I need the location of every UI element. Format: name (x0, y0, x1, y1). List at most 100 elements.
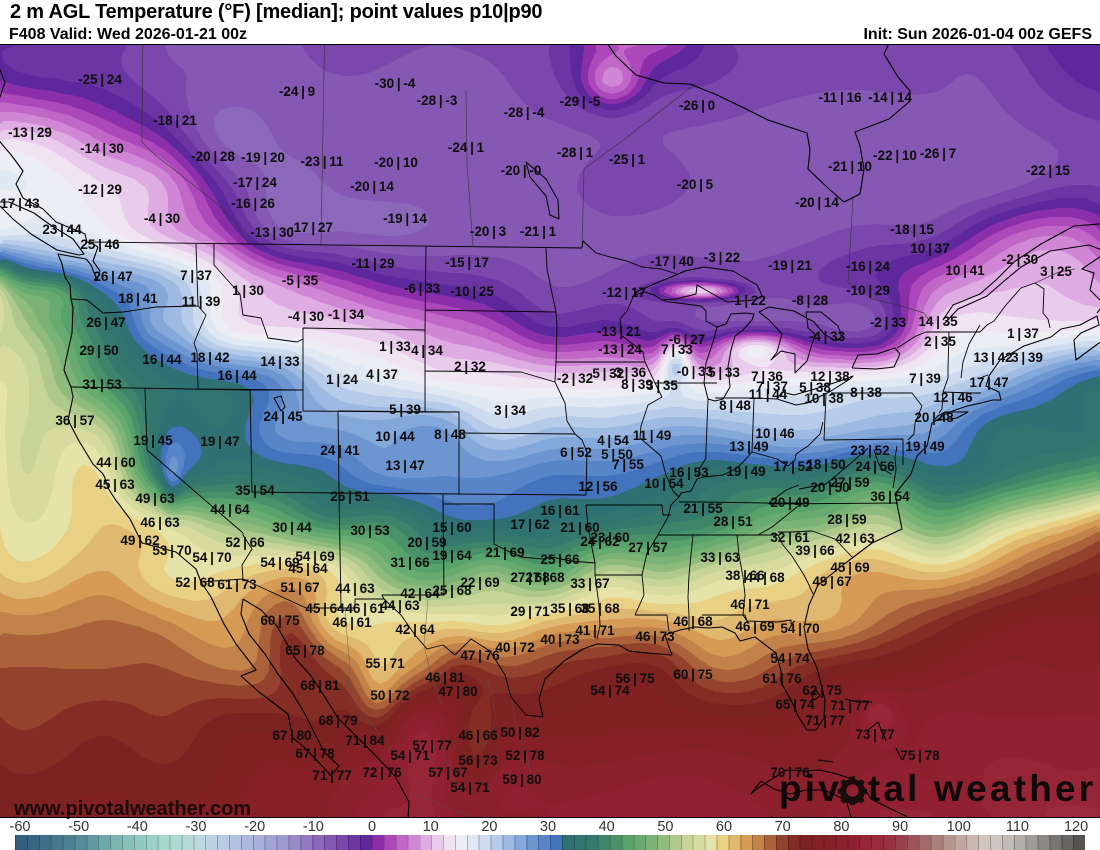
svg-text:40 | 72: 40 | 72 (495, 640, 534, 655)
svg-text:46 | 61: 46 | 61 (345, 601, 385, 616)
svg-text:60 | 75: 60 | 75 (673, 667, 713, 682)
svg-text:4 | 54: 4 | 54 (597, 433, 629, 448)
svg-text:27 | 57: 27 | 57 (628, 540, 667, 555)
svg-text:20 | 48: 20 | 48 (914, 410, 954, 425)
svg-text:65 | 74: 65 | 74 (775, 697, 815, 712)
svg-text:28 | 51: 28 | 51 (713, 514, 753, 529)
svg-text:67 | 80: 67 | 80 (272, 728, 311, 743)
svg-text:16 | 61: 16 | 61 (540, 503, 580, 518)
svg-text:41 | 71: 41 | 71 (575, 623, 615, 638)
svg-text:18 | 50: 18 | 50 (806, 457, 845, 472)
svg-text:26 | 51: 26 | 51 (330, 489, 370, 504)
svg-text:42 | 64: 42 | 64 (395, 622, 435, 637)
svg-text:-12 | 17: -12 | 17 (602, 285, 646, 300)
svg-text:68 | 81: 68 | 81 (300, 678, 340, 693)
svg-text:53 | 70: 53 | 70 (152, 543, 191, 558)
svg-text:-13 | 29: -13 | 29 (8, 125, 52, 140)
svg-text:8 | 48: 8 | 48 (719, 398, 751, 413)
svg-text:35 | 68: 35 | 68 (550, 601, 590, 616)
svg-text:17 | 52: 17 | 52 (773, 459, 812, 474)
svg-text:-28 | 1: -28 | 1 (557, 145, 594, 160)
svg-text:13 | 42: 13 | 42 (973, 350, 1012, 365)
svg-text:17 | 47: 17 | 47 (969, 375, 1008, 390)
svg-text:24 | 56: 24 | 56 (855, 459, 895, 474)
svg-text:-23 | 11: -23 | 11 (301, 154, 344, 169)
svg-text:-20 | 28: -20 | 28 (191, 149, 235, 164)
svg-text:44 | 63: 44 | 63 (335, 581, 375, 596)
svg-text:56 | 75: 56 | 75 (615, 671, 655, 686)
svg-text:-2 | 33: -2 | 33 (870, 315, 907, 330)
svg-text:-20 | 14: -20 | 14 (350, 179, 394, 194)
svg-text:29 | 71: 29 | 71 (510, 604, 550, 619)
svg-text:44 | 63: 44 | 63 (380, 598, 420, 613)
svg-text:45 | 64: 45 | 64 (288, 561, 328, 576)
svg-text:-21 | 1: -21 | 1 (520, 224, 557, 239)
svg-text:46 | 66: 46 | 66 (458, 728, 498, 743)
svg-text:3 | 25: 3 | 25 (1040, 264, 1072, 279)
svg-text:16 | 53: 16 | 53 (669, 465, 709, 480)
svg-text:-1 | 34: -1 | 34 (328, 307, 365, 322)
svg-text:20 | 49: 20 | 49 (770, 495, 809, 510)
svg-text:19 | 64: 19 | 64 (432, 548, 472, 563)
svg-text:21 | 60: 21 | 60 (560, 520, 599, 535)
svg-text:-19 | 20: -19 | 20 (241, 150, 285, 165)
svg-text:25 | 68: 25 | 68 (432, 583, 472, 598)
svg-text:5 | 50: 5 | 50 (601, 447, 633, 462)
svg-text:44 | 64: 44 | 64 (210, 502, 250, 517)
svg-text:-10 | 25: -10 | 25 (450, 284, 494, 299)
svg-text:-17 | 27: -17 | 27 (289, 220, 333, 235)
svg-text:45 | 69: 45 | 69 (830, 560, 869, 575)
svg-text:-19 | 14: -19 | 14 (383, 211, 427, 226)
svg-text:17 | 43: 17 | 43 (0, 196, 40, 211)
svg-text:3 | 35: 3 | 35 (646, 378, 678, 393)
svg-text:49 | 63: 49 | 63 (135, 491, 175, 506)
svg-text:-10 | 29: -10 | 29 (846, 283, 890, 298)
svg-text:-14 | 30: -14 | 30 (80, 141, 124, 156)
svg-text:18 | 41: 18 | 41 (118, 291, 158, 306)
svg-text:23 | 60: 23 | 60 (590, 530, 629, 545)
svg-text:19 | 49: 19 | 49 (726, 464, 765, 479)
svg-text:65 | 78: 65 | 78 (285, 643, 325, 658)
svg-text:54 | 74: 54 | 74 (770, 651, 810, 666)
svg-text:38 | 66: 38 | 66 (725, 568, 765, 583)
svg-text:15 | 60: 15 | 60 (432, 520, 471, 535)
svg-text:20 | 59: 20 | 59 (407, 535, 446, 550)
svg-text:14 | 33: 14 | 33 (260, 354, 300, 369)
svg-text:22 | 69: 22 | 69 (460, 575, 499, 590)
svg-text:-18 | 15: -18 | 15 (890, 222, 934, 237)
svg-text:27 | 68: 27 | 68 (525, 570, 565, 585)
svg-text:44 | 60: 44 | 60 (96, 455, 135, 470)
svg-text:19 | 45: 19 | 45 (133, 433, 173, 448)
svg-text:31 | 66: 31 | 66 (390, 555, 430, 570)
svg-text:-6 | 33: -6 | 33 (404, 281, 441, 296)
svg-text:-20 | 14: -20 | 14 (795, 195, 839, 210)
svg-text:35 | 68: 35 | 68 (580, 601, 620, 616)
svg-text:52 | 78: 52 | 78 (505, 748, 545, 763)
svg-text:40 | 73: 40 | 73 (540, 632, 580, 647)
svg-text:71 | 84: 71 | 84 (345, 733, 385, 748)
svg-text:2 | 35: 2 | 35 (924, 334, 956, 349)
svg-text:-24 | 9: -24 | 9 (279, 84, 315, 99)
svg-text:-25 | 24: -25 | 24 (78, 72, 122, 87)
svg-text:6 | 52: 6 | 52 (560, 445, 592, 460)
svg-text:49 | 67: 49 | 67 (812, 574, 851, 589)
svg-text:21 | 69: 21 | 69 (485, 545, 524, 560)
svg-text:7 | 37: 7 | 37 (756, 379, 788, 394)
svg-text:1 | 33: 1 | 33 (379, 339, 411, 354)
svg-text:71 | 77: 71 | 77 (312, 768, 351, 783)
svg-text:49 | 62: 49 | 62 (120, 533, 159, 548)
svg-text:-2 | 32: -2 | 32 (557, 371, 593, 386)
svg-text:5 | 38: 5 | 38 (799, 380, 831, 395)
svg-text:12 | 38: 12 | 38 (810, 369, 850, 384)
svg-text:-8 | 28: -8 | 28 (792, 293, 829, 308)
svg-text:55 | 71: 55 | 71 (365, 656, 405, 671)
svg-text:54 | 70: 54 | 70 (192, 550, 231, 565)
svg-text:11 | 49: 11 | 49 (633, 428, 671, 443)
svg-text:-25 | 1: -25 | 1 (609, 152, 646, 167)
svg-text:61 | 76: 61 | 76 (762, 671, 802, 686)
svg-text:46 | 71: 46 | 71 (730, 597, 770, 612)
svg-text:10 | 41: 10 | 41 (945, 263, 985, 278)
svg-text:27 | 59: 27 | 59 (830, 475, 869, 490)
svg-text:-17 | 40: -17 | 40 (650, 254, 694, 269)
svg-text:-5 | 32: -5 | 32 (588, 366, 624, 381)
